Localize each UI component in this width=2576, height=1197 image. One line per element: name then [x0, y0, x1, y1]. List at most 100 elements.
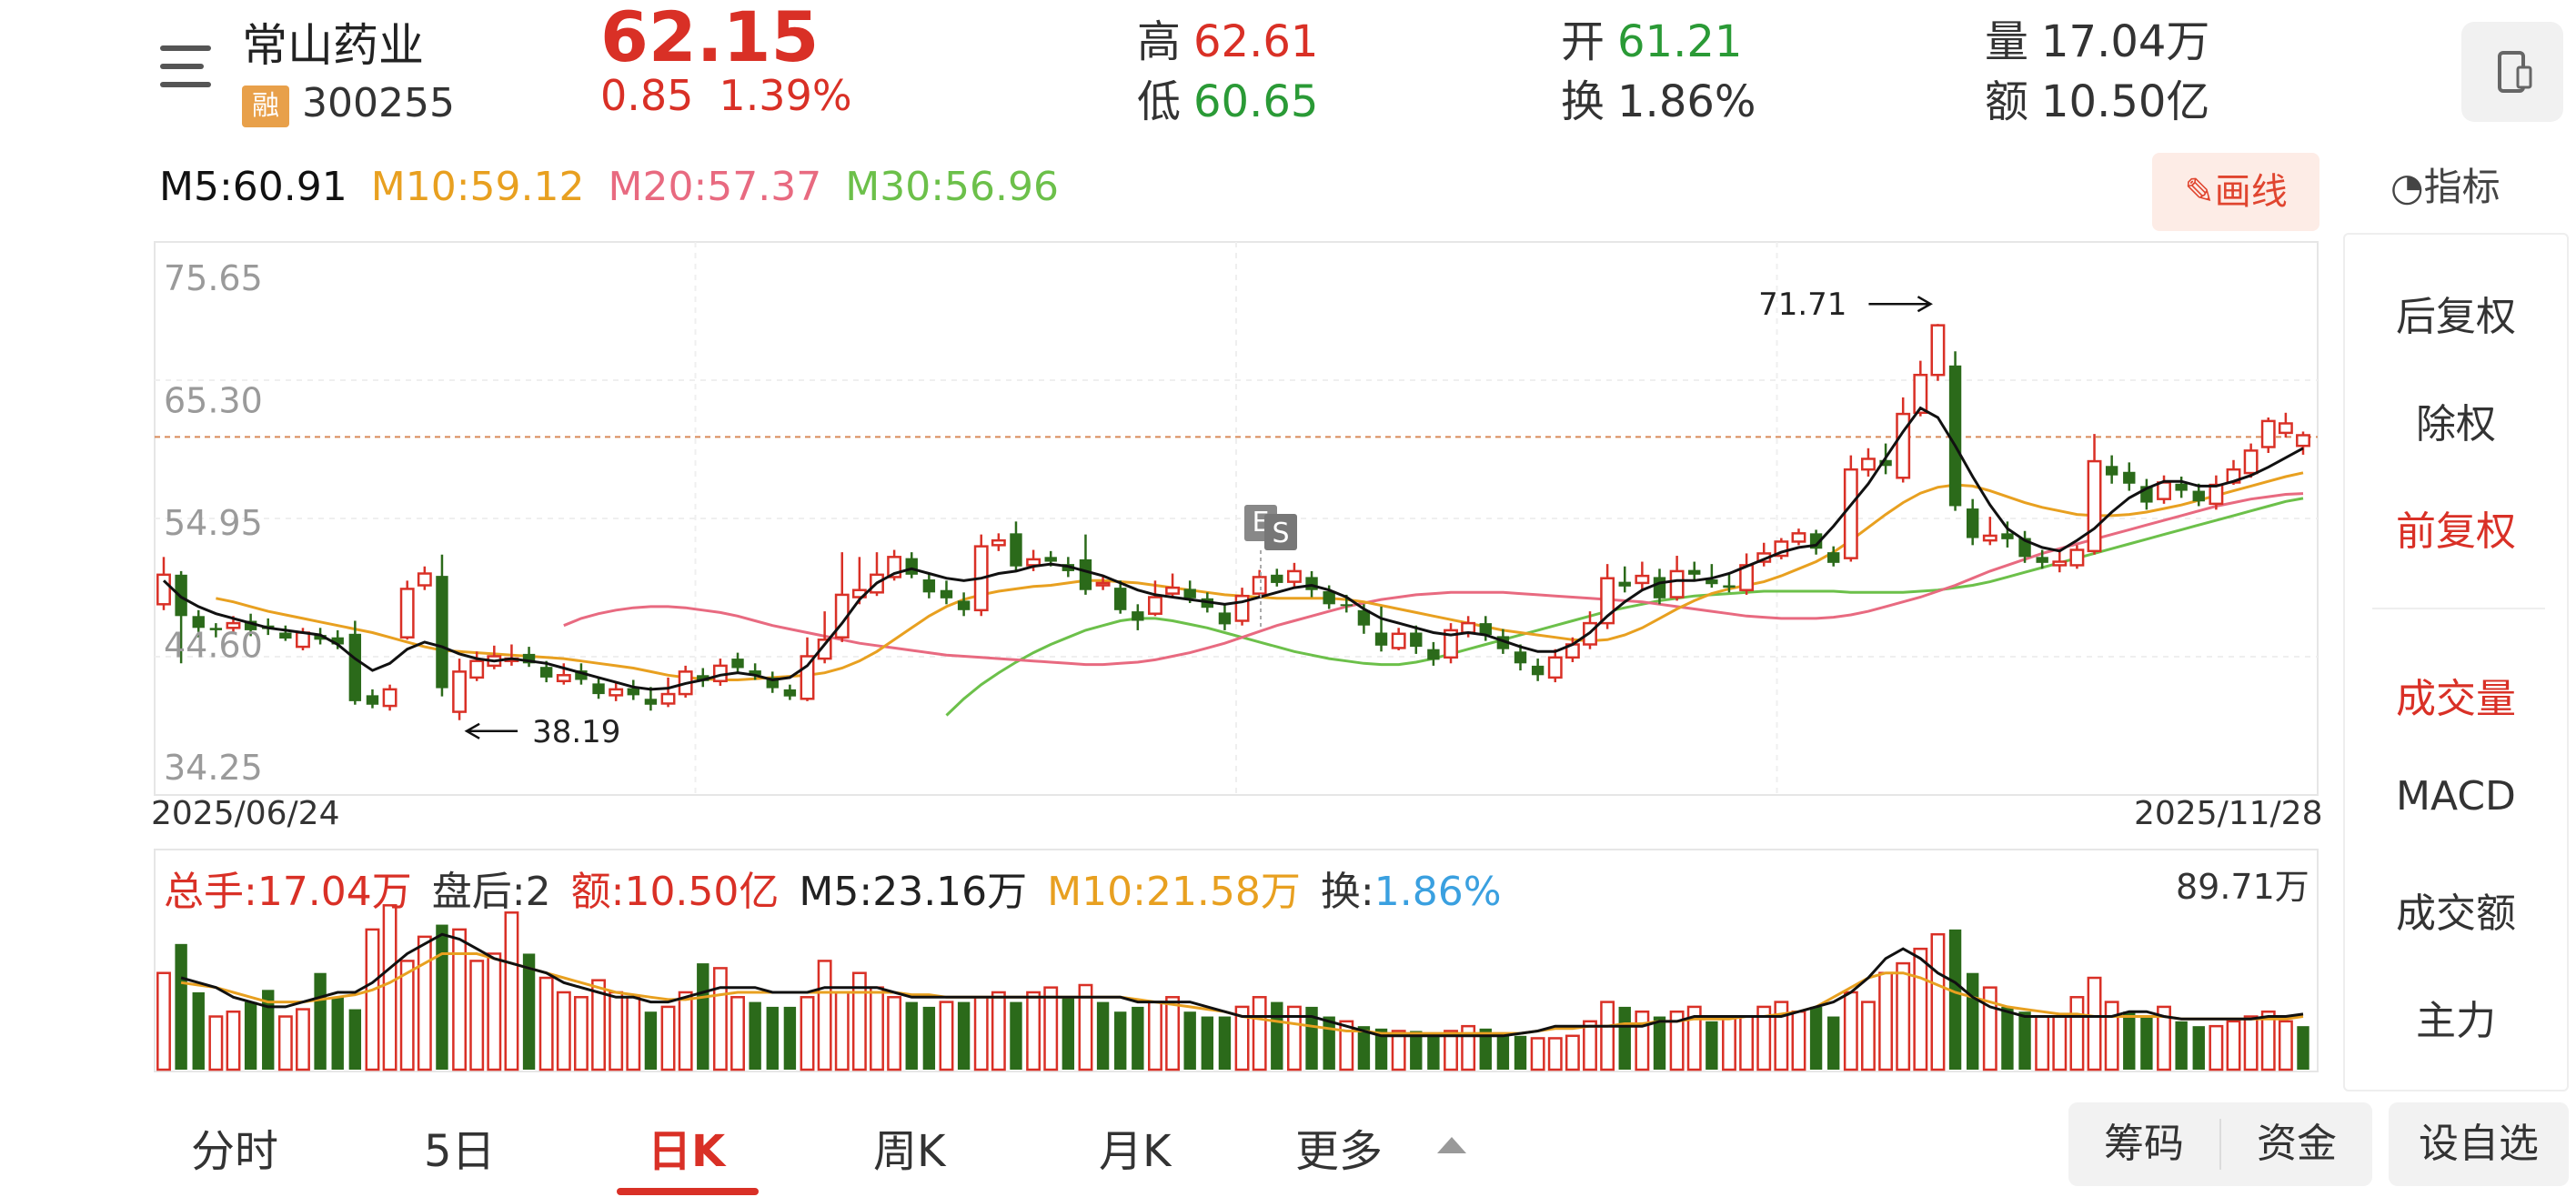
add-watchlist-button[interactable]: 设自选 — [2389, 1102, 2569, 1186]
candle — [1010, 521, 1022, 571]
volume-bar — [1323, 1016, 1335, 1070]
candle-body — [417, 572, 432, 587]
volume-bar — [1930, 932, 1946, 1071]
draw-line-button[interactable]: ✎画线 — [2152, 153, 2319, 231]
candle — [2296, 431, 2310, 455]
candle — [627, 679, 639, 700]
candle — [522, 647, 536, 668]
volume-bar — [2157, 1005, 2171, 1071]
menu-icon[interactable] — [160, 45, 213, 91]
volume-bar — [314, 972, 327, 1070]
volume-ma5-line — [180, 932, 2304, 1038]
indicator-button[interactable]: ◔指标 — [2390, 165, 2501, 209]
candle-body — [1427, 649, 1440, 660]
candle — [783, 684, 797, 700]
candle — [1791, 528, 1806, 546]
candle — [1827, 546, 1840, 567]
candle-body — [1218, 612, 1232, 625]
volume-bar — [1339, 1020, 1354, 1071]
candle-body — [522, 653, 536, 664]
sub-volume[interactable]: 成交量 — [2396, 676, 2516, 722]
chips-button[interactable]: 筹码 — [2104, 1121, 2184, 1167]
active-tab-indicator — [617, 1188, 759, 1195]
low-stat: 低 60.65 — [1137, 76, 1319, 127]
candle-body — [1010, 533, 1022, 567]
tab-5day[interactable]: 5日 — [424, 1126, 496, 1177]
candle — [922, 573, 936, 598]
candle-body — [556, 674, 571, 683]
volume-bar — [712, 967, 728, 1071]
adjust-forward[interactable]: 前复权 — [2396, 508, 2516, 555]
volume-bar — [2140, 1016, 2153, 1070]
sub-macd[interactable]: MACD — [2396, 773, 2516, 820]
amount-stat: 额 10.50亿 — [1985, 76, 2210, 127]
volume-bar — [660, 1005, 676, 1071]
volume-bar — [1496, 1033, 1510, 1070]
volume-bar — [2226, 1020, 2241, 1071]
candle — [348, 620, 362, 705]
margin-trading-badge: 融 — [242, 86, 289, 127]
candle — [469, 651, 485, 681]
open-stat: 开 61.21 — [1561, 16, 1743, 67]
candle-body — [1930, 324, 1946, 377]
volume-bar — [556, 991, 571, 1071]
max-price-label: 71.71 — [1758, 287, 1846, 323]
candle-body — [1653, 577, 1666, 598]
candle-body — [1114, 588, 1127, 610]
candle — [192, 609, 205, 638]
candle-body — [2296, 434, 2310, 448]
sub-main-force[interactable]: 主力 — [2416, 998, 2496, 1044]
candle — [2278, 412, 2293, 438]
funds-button[interactable]: 资金 — [2257, 1121, 2337, 1167]
volume-bar — [1078, 983, 1093, 1071]
candle-body — [2123, 471, 2136, 484]
volume-chart[interactable] — [151, 846, 2319, 1073]
candle — [1547, 649, 1563, 683]
volume-bar — [487, 952, 502, 1071]
candle — [244, 613, 257, 637]
adjust-backward[interactable]: 后复权 — [2396, 294, 2516, 340]
landscape-toggle-button[interactable] — [2461, 22, 2563, 122]
candle-body — [244, 620, 257, 630]
volume-bar — [817, 960, 832, 1071]
volume-bar — [175, 943, 187, 1070]
tab-intraday[interactable]: 分时 — [191, 1126, 279, 1177]
candle-body — [1444, 629, 1458, 659]
candle — [870, 552, 884, 597]
candle — [2157, 475, 2171, 504]
candle-body — [1966, 508, 1979, 538]
volume-bar — [436, 924, 448, 1070]
candle-body — [2243, 449, 2259, 475]
candle — [609, 682, 624, 701]
y-tick-label: 65.30 — [164, 381, 263, 421]
volume-bar — [1774, 1001, 1789, 1071]
volume-bar — [1479, 1028, 1492, 1070]
candle-body — [1340, 604, 1353, 607]
tab-monthly-k[interactable]: 月K — [1099, 1126, 1172, 1177]
candle — [2243, 443, 2259, 478]
volume-bar — [452, 928, 468, 1071]
volume-bar — [2087, 976, 2102, 1071]
candle-body — [817, 639, 832, 660]
candle-body — [2069, 548, 2085, 567]
caret-up-icon[interactable] — [1437, 1137, 1466, 1153]
tab-daily-k[interactable]: 日K — [648, 1126, 726, 1177]
candle — [1218, 604, 1232, 630]
candle-body — [331, 637, 344, 645]
volume-bar — [226, 1010, 241, 1071]
candle — [1427, 641, 1440, 666]
volume-bar — [1827, 1016, 1840, 1070]
candle-body — [1148, 596, 1162, 615]
candle — [1930, 324, 1946, 381]
tab-weekly-k[interactable]: 周K — [873, 1126, 946, 1177]
adjust-ex-rights[interactable]: 除权 — [2416, 401, 2496, 448]
tab-more[interactable]: 更多 — [1295, 1126, 1384, 1177]
volume-bar — [1444, 1030, 1458, 1071]
candle-body — [2260, 419, 2276, 448]
volume-bar — [1165, 996, 1181, 1071]
volume-bar — [2018, 1011, 2031, 1070]
candle-body — [1410, 632, 1423, 648]
vol-m5: M5:23.16万 — [799, 869, 1028, 915]
sub-amount[interactable]: 成交额 — [2396, 890, 2516, 937]
